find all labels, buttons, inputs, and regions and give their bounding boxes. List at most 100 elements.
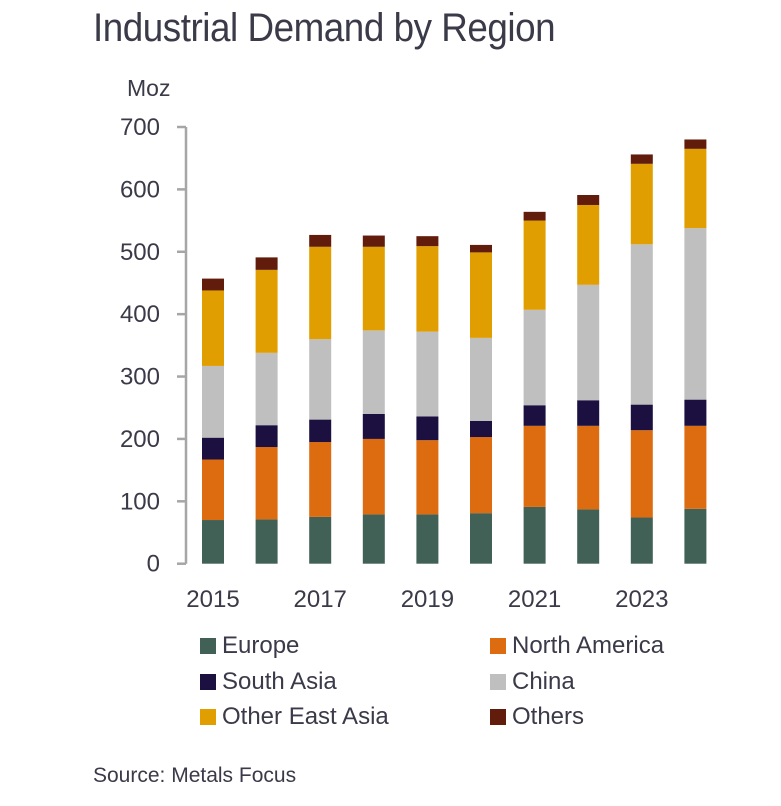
y-axis: 0 100 200 300 400 500 600 700 <box>120 114 188 578</box>
legend-swatch <box>490 638 506 654</box>
bar-segment-other-east-asia <box>523 220 546 310</box>
bar-segment-europe <box>255 519 278 564</box>
y-tick-label: 400 <box>120 301 160 328</box>
bar-segment-other-east-asia <box>255 269 278 353</box>
bars <box>202 139 707 564</box>
bar-segment-europe <box>577 509 600 564</box>
bar-segment-north-america <box>577 425 600 510</box>
legend-item-china: China <box>490 668 575 696</box>
bar-segment-other-east-asia <box>309 246 332 340</box>
legend-item-north-america: North America <box>490 632 664 660</box>
x-tick-label: 2017 <box>294 586 347 613</box>
bar-segment-other-east-asia <box>577 204 600 285</box>
source-note: Source: Metals Focus <box>93 764 297 787</box>
bar-stack-2020 <box>470 244 492 564</box>
bar-segment-other-east-asia <box>416 246 439 332</box>
y-tick-label: 100 <box>120 488 160 515</box>
bar-segment-china <box>684 228 707 400</box>
legend-label: China <box>512 668 575 695</box>
legend-item-europe: Europe <box>200 632 299 660</box>
y-tick-label: 200 <box>120 426 160 453</box>
bar-segment-europe <box>416 514 439 564</box>
bar-segment-china <box>362 330 385 414</box>
bar-segment-south-asia <box>309 419 332 443</box>
bar-segment-north-america <box>309 442 332 517</box>
bar-stack-2022 <box>577 195 600 564</box>
legend-label: Other East Asia <box>222 703 389 730</box>
bar-segment-others <box>362 235 385 247</box>
bar-segment-china <box>630 244 653 405</box>
legend-item-other-east-asia: Other East Asia <box>200 703 389 731</box>
bar-stack-2023 <box>630 154 653 564</box>
bar-segment-europe <box>470 513 492 564</box>
bar-segment-others <box>684 139 707 149</box>
bar-segment-south-asia <box>630 404 653 431</box>
bar-segment-china <box>309 339 332 420</box>
bar-segment-north-america <box>523 425 546 507</box>
x-axis: 2015 2017 2019 2021 2023 <box>186 586 668 613</box>
bar-segment-europe <box>362 514 385 564</box>
bar-segment-europe <box>523 506 546 564</box>
x-tick-label: 2015 <box>186 586 239 613</box>
y-tick-label: 300 <box>120 364 160 391</box>
bar-stack-2021 <box>523 211 546 564</box>
y-tick-label: 700 <box>120 114 160 141</box>
y-axis-unit-label: Moz <box>127 75 171 101</box>
bar-segment-north-america <box>416 440 439 515</box>
x-tick-label: 2021 <box>508 586 561 613</box>
chart-plot: 0 100 200 300 400 500 600 700 2015 2017 2019 2021 2… <box>120 114 707 613</box>
bar-segment-others <box>202 278 224 291</box>
bar-segment-others <box>470 244 492 253</box>
bar-segment-europe <box>684 508 707 564</box>
y-tick-label: 0 <box>147 551 160 578</box>
bar-segment-europe <box>309 516 332 564</box>
bar-segment-south-asia <box>202 437 224 460</box>
bar-segment-other-east-asia <box>202 290 224 366</box>
bar-segment-others <box>255 257 278 270</box>
legend-swatch <box>490 709 506 725</box>
bar-segment-south-asia <box>577 400 600 426</box>
bar-segment-south-asia <box>416 416 439 441</box>
bar-segment-north-america <box>202 459 224 521</box>
legend-swatch <box>200 709 216 725</box>
bar-segment-south-asia <box>523 405 546 426</box>
bar-segment-south-asia <box>684 399 707 426</box>
bar-segment-north-america <box>255 447 278 520</box>
bar-segment-north-america <box>630 430 653 518</box>
bar-segment-other-east-asia <box>684 148 707 229</box>
bar-segment-north-america <box>362 438 385 515</box>
bar-stack-2015 <box>202 278 224 564</box>
bar-segment-others <box>416 236 439 247</box>
bar-segment-china <box>523 309 546 406</box>
bar-stack-2018 <box>362 235 385 564</box>
bar-segment-south-asia <box>362 413 385 439</box>
bar-segment-china <box>202 365 224 438</box>
bar-segment-europe <box>202 520 224 564</box>
bar-segment-europe <box>630 517 653 564</box>
bar-segment-other-east-asia <box>362 246 385 331</box>
bar-segment-south-asia <box>470 420 492 438</box>
bar-stack-2017 <box>309 234 332 564</box>
legend-label: North America <box>512 632 665 659</box>
chart-title: Industrial Demand by Region <box>93 6 556 50</box>
bar-segment-north-america <box>684 425 707 509</box>
y-tick-label: 600 <box>120 176 160 203</box>
legend-label: South Asia <box>222 668 337 695</box>
bar-segment-china <box>255 352 278 426</box>
legend-label: Europe <box>222 632 300 659</box>
bar-segment-others <box>523 211 546 221</box>
bar-segment-other-east-asia <box>470 252 492 338</box>
legend-item-south-asia: South Asia <box>200 668 337 696</box>
bar-segment-china <box>470 337 492 421</box>
bar-segment-china <box>416 331 439 417</box>
bar-segment-south-asia <box>255 425 278 448</box>
bar-segment-other-east-asia <box>630 163 653 245</box>
x-tick-label: 2019 <box>401 586 454 613</box>
bar-segment-north-america <box>470 437 492 514</box>
bar-segment-others <box>309 234 332 247</box>
legend-swatch <box>490 674 506 690</box>
bar-stack-2019 <box>416 236 439 564</box>
legend-item-others: Others <box>490 703 584 731</box>
legend-swatch <box>200 674 216 690</box>
y-tick-label: 500 <box>120 239 160 266</box>
